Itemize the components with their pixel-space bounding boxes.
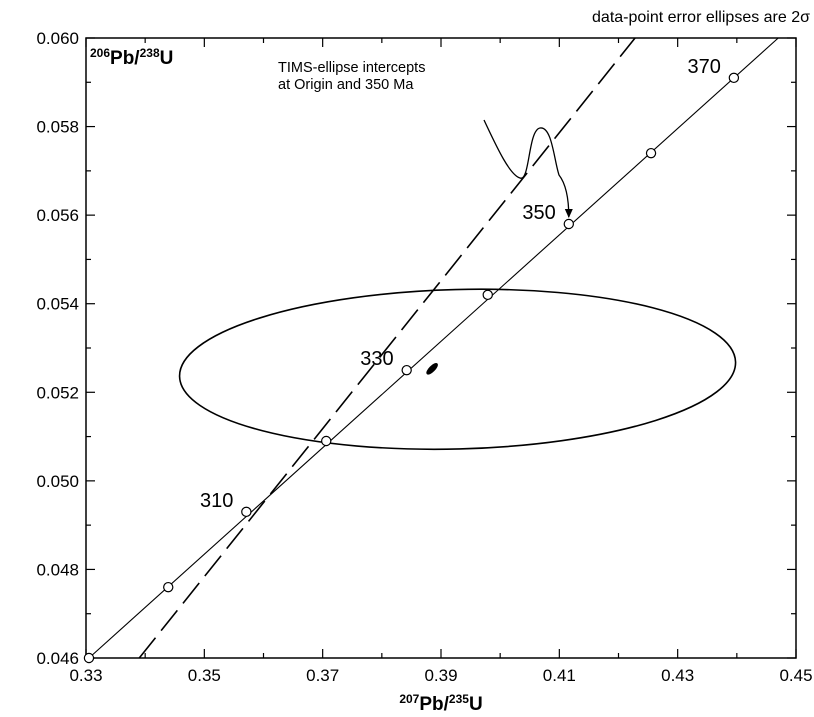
- concordia-age-marker: [728, 72, 740, 84]
- y-axis-title-sup2: 238: [140, 46, 160, 60]
- large-error-ellipse: [178, 288, 737, 451]
- concordia-age-marker: [83, 652, 95, 664]
- concordia-age-marker: [321, 435, 332, 447]
- y-axis-title-main: Pb/: [110, 48, 140, 69]
- age-label-310: 310: [200, 490, 233, 512]
- x-tick-label: 0.45: [779, 666, 812, 685]
- discordia-line: [138, 37, 636, 659]
- y-axis-title-end: U: [160, 48, 174, 69]
- annotation-arrow: [483, 119, 573, 218]
- y-tick-label: 0.056: [36, 206, 79, 225]
- x-axis-title-sup2: 235: [449, 692, 469, 706]
- concordia-age-labels: 310 330 350 370: [200, 56, 721, 512]
- x-tick-label: 0.41: [543, 666, 576, 685]
- x-axis-title: 207Pb/235U: [399, 692, 482, 715]
- concordia-age-markers: [83, 72, 740, 664]
- concordia-age-marker: [241, 506, 252, 518]
- y-tick-labels: 0.046 0.048 0.050 0.052 0.054 0.056 0.058 0.060: [36, 29, 79, 668]
- x-tick-label: 0.33: [69, 666, 102, 685]
- error-ellipse-note: data-point error ellipses are 2σ: [592, 9, 810, 26]
- y-tick-label: 0.048: [36, 560, 79, 579]
- y-axis-title: 206Pb/238U: [90, 46, 173, 69]
- y-tick-label: 0.050: [36, 472, 79, 491]
- x-axis-title-sup1: 207: [399, 692, 419, 706]
- concordia-age-marker: [645, 147, 657, 159]
- y-axis-title-sup1: 206: [90, 46, 110, 60]
- x-tick-label: 0.39: [424, 666, 457, 685]
- y-tick-label: 0.060: [36, 29, 79, 48]
- concordia-age-marker: [482, 289, 493, 301]
- age-label-370: 370: [688, 56, 721, 78]
- y-tick-label: 0.052: [36, 383, 79, 402]
- axis-ticks: [85, 37, 797, 659]
- x-tick-label: 0.35: [188, 666, 221, 685]
- annotation-line1: TIMS-ellipse intercepts: [278, 60, 425, 76]
- x-axis-title-end: U: [469, 694, 483, 715]
- x-tick-label: 0.37: [306, 666, 339, 685]
- annotation-line2: at Origin and 350 Ma: [278, 77, 414, 93]
- x-axis-title-main: Pb/: [419, 694, 449, 715]
- x-tick-labels: 0.33 0.35 0.37 0.39 0.41 0.43 0.45: [69, 666, 812, 685]
- y-tick-label: 0.058: [36, 118, 79, 137]
- x-tick-label: 0.43: [661, 666, 694, 685]
- age-label-330: 330: [360, 348, 393, 370]
- small-data-ellipse: [426, 363, 438, 375]
- concordia-age-marker: [163, 581, 174, 593]
- y-tick-label: 0.054: [36, 295, 79, 314]
- age-label-350: 350: [522, 202, 555, 224]
- concordia-age-marker: [563, 218, 575, 230]
- y-tick-label: 0.046: [36, 649, 79, 668]
- concordia-curve: [88, 37, 779, 659]
- concordia-age-marker: [401, 364, 412, 376]
